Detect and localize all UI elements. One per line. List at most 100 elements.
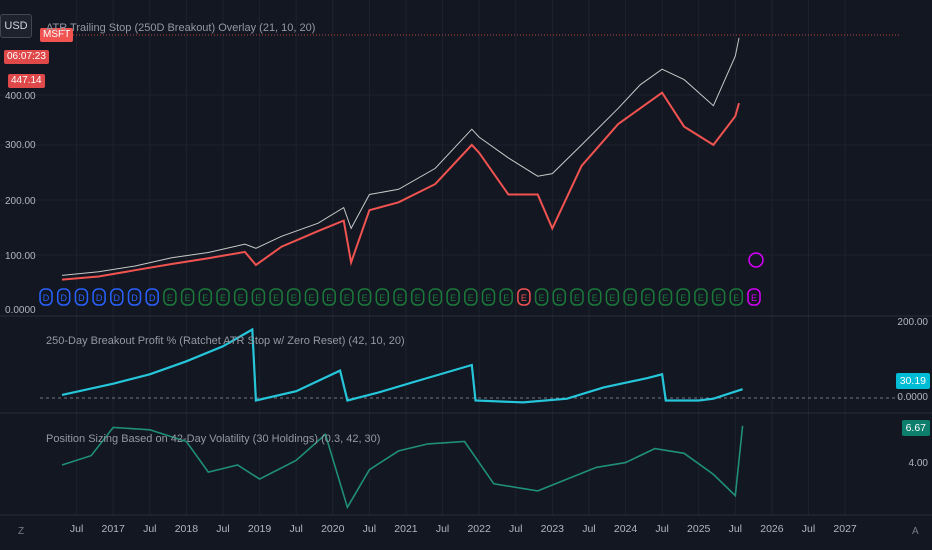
trade-marker-label-14: E <box>291 293 297 303</box>
trade-marker-label-25: E <box>485 293 491 303</box>
pane-2-title[interactable]: 250-Day Breakout Profit % (Ratchet ATR S… <box>46 335 405 347</box>
x-tick-label-14: Jul <box>582 523 596 535</box>
x-tick-label-19: 2026 <box>760 523 784 535</box>
x-tick-label-20: Jul <box>801 523 816 535</box>
pane-3-title[interactable]: Position Sizing Based on 42-Day Volatili… <box>46 433 381 445</box>
trade-marker-19 <box>375 288 390 306</box>
zoom-icon[interactable]: Z <box>18 526 25 537</box>
trade-marker-9 <box>198 288 213 306</box>
trade-marker-label-32: E <box>609 293 615 303</box>
trade-marker-label-10: E <box>220 293 226 303</box>
trade-marker-32 <box>605 288 620 306</box>
x-tick-label-3: 2018 <box>174 523 199 535</box>
trade-marker-5 <box>127 288 142 306</box>
trade-marker-label-35: E <box>662 293 668 303</box>
x-tick-label-2: Jul <box>143 523 157 535</box>
x-tick-label-6: Jul <box>289 523 303 535</box>
trade-marker-14 <box>287 288 301 306</box>
trade-marker-30 <box>570 288 584 306</box>
last-price-badge: 447.14 <box>8 74 45 88</box>
trade-marker-24 <box>464 288 478 306</box>
trade-marker-2 <box>74 288 89 306</box>
x-tick-label-8: Jul <box>362 523 377 535</box>
trade-marker-36 <box>676 288 690 306</box>
trade-marker-27 <box>517 288 531 306</box>
trade-marker-label-2: D <box>78 293 85 303</box>
trade-marker-4 <box>110 288 124 306</box>
trade-marker-label-1: D <box>60 293 67 303</box>
symbol-badge[interactable]: MSFT <box>40 28 74 42</box>
profit-y-tick-0: 0.0000 <box>897 392 928 403</box>
trade-marker-label-28: E <box>539 293 545 303</box>
x-tick-label-7: 2020 <box>321 523 345 535</box>
trade-marker-label-34: E <box>645 293 651 303</box>
sizing-pane <box>61 425 744 510</box>
sizing-line <box>61 425 744 510</box>
x-tick-label-12: Jul <box>509 523 523 535</box>
trade-marker-39 <box>729 288 744 306</box>
trade-marker-16 <box>322 288 336 306</box>
x-tick-label-13: 2023 <box>540 523 565 535</box>
sizing-last-value: 6.67 <box>901 420 930 436</box>
trade-marker-label-12: E <box>255 293 261 303</box>
currency-button[interactable]: USD <box>0 14 32 38</box>
trade-marker-label-24: E <box>468 293 474 303</box>
trade-marker-label-9: E <box>202 293 208 303</box>
trade-marker-label-37: E <box>698 293 704 303</box>
trade-marker-34 <box>641 288 655 306</box>
x-tick-label-21: 2027 <box>833 523 857 535</box>
pane-separators <box>0 34 932 516</box>
x-tick-label-0: Jul <box>69 523 84 535</box>
x-tick-label-10: Jul <box>435 523 450 535</box>
trade-marker-12 <box>251 288 266 306</box>
trade-marker-label-15: E <box>308 293 314 303</box>
trade-marker-29 <box>552 288 567 306</box>
trade-marker-label-20: E <box>397 293 403 303</box>
trade-marker-7 <box>163 288 177 306</box>
trade-marker-6 <box>145 288 159 306</box>
trade-marker-33 <box>623 288 637 306</box>
trade-marker-label-31: E <box>592 293 598 303</box>
trade-marker-label-19: E <box>379 293 385 303</box>
trade-marker-20 <box>393 288 407 306</box>
trade-marker-label-21: E <box>415 293 421 303</box>
profit-line <box>61 327 743 404</box>
trade-marker-label-5: D <box>131 293 138 303</box>
x-tick-label-1: 2017 <box>101 523 125 535</box>
trade-marker-25 <box>481 288 496 306</box>
profit-y-tick-200: 200.00 <box>897 317 928 328</box>
trade-marker-label-0: D <box>43 293 50 303</box>
trade-marker-label-16: E <box>326 293 332 303</box>
trade-marker-28 <box>534 288 549 306</box>
trade-marker-26 <box>499 288 513 306</box>
trade-marker-label-23: E <box>450 293 456 303</box>
trade-marker-17 <box>340 288 354 306</box>
trade-marker-label-30: E <box>574 293 580 303</box>
trade-marker-15 <box>304 288 319 306</box>
price-line <box>61 37 740 276</box>
trade-marker-label-4: D <box>114 293 121 303</box>
x-tick-label-15: 2024 <box>613 523 638 535</box>
trade-marker-23 <box>446 288 460 306</box>
trade-marker-8 <box>180 288 195 306</box>
trade-marker-38 <box>711 288 726 306</box>
y-tick-200: 200.00 <box>5 196 36 207</box>
trade-marker-label-38: E <box>716 293 722 303</box>
trade-marker-label-26: E <box>503 293 509 303</box>
x-tick-label-9: 2021 <box>394 523 418 535</box>
auto-scale-icon[interactable]: A <box>912 526 919 537</box>
trade-marker-3 <box>92 288 106 306</box>
trade-marker-13 <box>269 288 283 306</box>
trade-marker-31 <box>587 288 602 306</box>
profit-last-value: 30.19 <box>895 373 930 389</box>
pane-1-title[interactable]: ATR Trailing Stop (250D Breakout) Overla… <box>46 22 316 34</box>
trade-marker-label-36: E <box>680 293 686 303</box>
x-tick-label-16: Jul <box>655 523 669 535</box>
chart-grid <box>0 0 932 515</box>
trade-marker-37 <box>694 288 708 306</box>
trade-marker-label-39: E <box>733 293 739 303</box>
trade-marker-label-7: E <box>167 293 173 303</box>
trade-marker-0 <box>39 288 53 306</box>
